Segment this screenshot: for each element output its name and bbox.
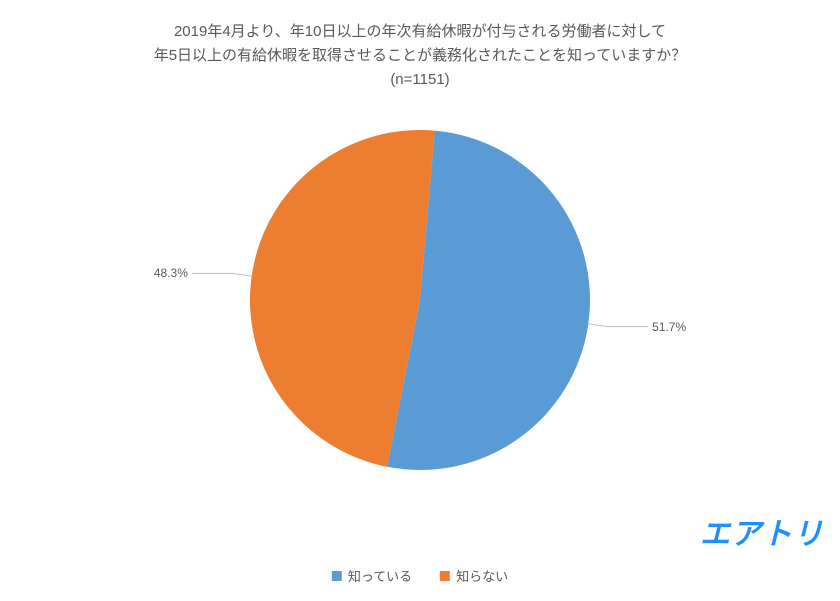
legend-item-known: 知っている xyxy=(332,566,412,585)
legend: 知っている 知らない xyxy=(332,566,508,585)
chart-container: 2019年4月より、年10日以上の年次有給休暇が付与される労働者に対して 年5日… xyxy=(0,0,840,601)
slice-label-0: 51.7% xyxy=(652,320,686,334)
legend-swatch-unknown xyxy=(440,571,450,581)
legend-item-unknown: 知らない xyxy=(440,566,508,585)
legend-swatch-known xyxy=(332,571,342,581)
slice-label-1: 48.3% xyxy=(154,266,188,280)
legend-label-unknown: 知らない xyxy=(456,566,508,585)
legend-label-known: 知っている xyxy=(348,566,412,585)
brand-logo: エアトリ xyxy=(700,509,824,553)
